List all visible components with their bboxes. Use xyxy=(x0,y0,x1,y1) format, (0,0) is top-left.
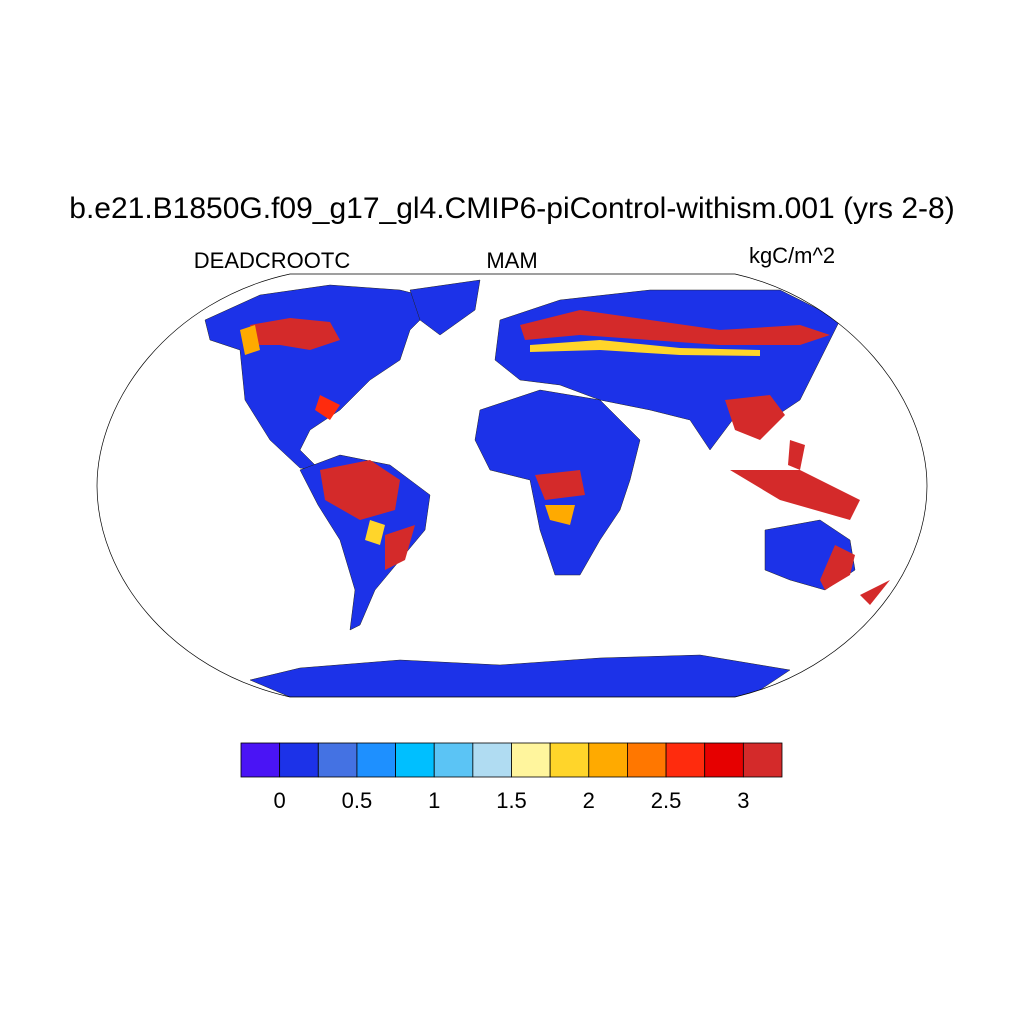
left-label: DEADCROOTC xyxy=(194,248,351,273)
colorbar-box xyxy=(240,742,281,778)
colorbar-tick-label: 0.5 xyxy=(342,788,373,813)
colorbar-box xyxy=(279,742,319,778)
land xyxy=(204,279,890,697)
colorbar-tick-label: 2.5 xyxy=(651,788,682,813)
colorbar-tick-label: 3 xyxy=(737,788,749,813)
colorbar-box xyxy=(511,742,551,778)
map xyxy=(96,273,928,698)
center-label: MAM xyxy=(486,248,537,273)
colorbar-tick-label: 1 xyxy=(428,788,440,813)
right-label: kgC/m^2 xyxy=(749,243,835,268)
colorbar: 0 0.5 1 1.5 2 2.5 3 xyxy=(240,742,783,813)
colorbar-box xyxy=(472,742,512,778)
colorbar-tick-label: 2 xyxy=(583,788,595,813)
colorbar-tick-label: 1.5 xyxy=(496,788,527,813)
colorbar-box xyxy=(665,742,706,778)
colorbar-box xyxy=(317,742,358,778)
colorbar-box xyxy=(588,742,628,778)
colorbar-box xyxy=(395,742,435,778)
colorbar-box xyxy=(356,742,396,778)
colorbar-box xyxy=(627,742,667,778)
colorbar-box xyxy=(704,742,744,778)
plot-title: b.e21.B1850G.f09_g17_gl4.CMIP6-piControl… xyxy=(69,192,954,225)
colorbar-box xyxy=(549,742,590,778)
colorbar-box xyxy=(742,742,783,778)
map-outline xyxy=(96,273,928,698)
colorbar-tick-label: 0 xyxy=(274,788,286,813)
colorbar-box xyxy=(433,742,474,778)
